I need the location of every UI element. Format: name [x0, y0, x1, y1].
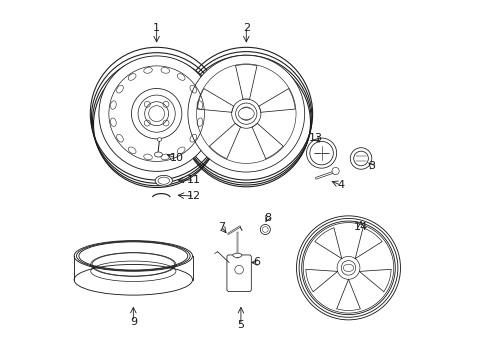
Text: 2: 2 — [242, 23, 249, 33]
Ellipse shape — [157, 138, 162, 141]
Circle shape — [144, 102, 168, 126]
Text: 14: 14 — [353, 222, 367, 231]
Text: 10: 10 — [169, 153, 183, 163]
Ellipse shape — [155, 175, 172, 186]
Circle shape — [331, 167, 339, 175]
Text: 13: 13 — [308, 133, 322, 143]
Text: 7: 7 — [217, 222, 224, 231]
Text: 1: 1 — [153, 23, 160, 33]
Text: 11: 11 — [187, 175, 201, 185]
Text: 5: 5 — [237, 320, 244, 330]
Ellipse shape — [238, 108, 254, 120]
Text: 3: 3 — [368, 161, 375, 171]
Ellipse shape — [232, 253, 241, 257]
Circle shape — [303, 222, 393, 313]
Text: 9: 9 — [129, 317, 137, 327]
Ellipse shape — [343, 264, 353, 271]
Text: 8: 8 — [264, 213, 271, 222]
Text: 12: 12 — [187, 191, 201, 201]
Circle shape — [187, 55, 304, 172]
Circle shape — [131, 89, 182, 139]
Text: 6: 6 — [253, 257, 260, 267]
FancyBboxPatch shape — [226, 255, 251, 292]
Text: 4: 4 — [337, 180, 344, 190]
Circle shape — [260, 225, 270, 234]
Circle shape — [99, 56, 214, 171]
Ellipse shape — [154, 152, 162, 157]
